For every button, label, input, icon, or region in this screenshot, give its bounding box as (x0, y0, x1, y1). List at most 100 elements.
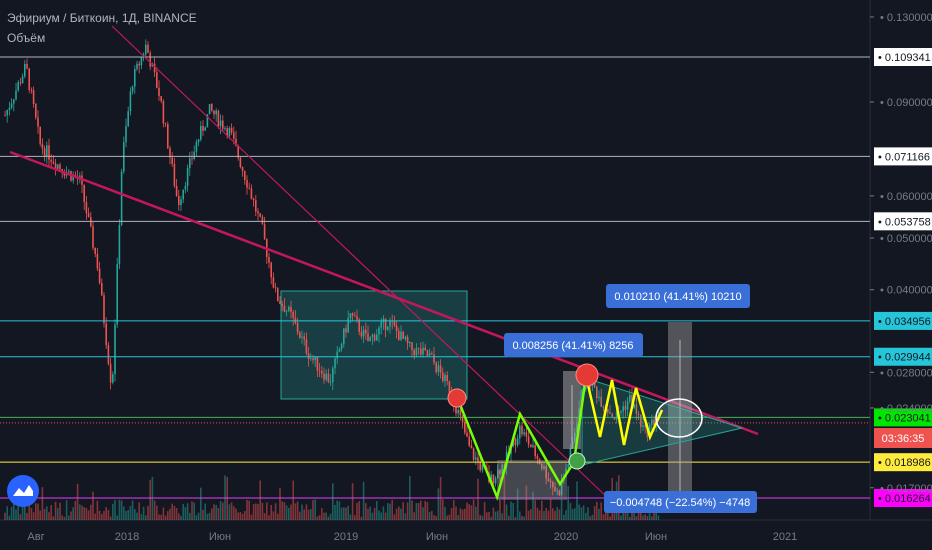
volume-bar (116, 515, 118, 520)
candle-body (389, 320, 391, 327)
logo-icon (13, 485, 33, 496)
candle-body (272, 277, 275, 288)
volume-bar (195, 515, 198, 520)
candle-body (248, 187, 250, 189)
candle-body (30, 89, 33, 91)
candle-body (598, 396, 600, 399)
volume-bar (569, 503, 572, 520)
volume-bar (329, 513, 332, 520)
volume-bar (61, 515, 63, 520)
candle-body (323, 373, 325, 380)
candle-body (118, 224, 121, 265)
volume-bar (57, 508, 59, 520)
volume-bar (516, 488, 519, 520)
candle-body (294, 317, 297, 324)
volume-bar (596, 501, 598, 520)
volume-bar (107, 509, 110, 520)
candle-body (532, 445, 534, 448)
time-axis[interactable]: Авг 2018 Июн 2019 Июн 2020 Июн 2021 (27, 531, 797, 543)
volume-bar (453, 500, 455, 520)
volume-bar (387, 503, 389, 520)
volume-label[interactable]: Объём (7, 31, 46, 45)
volume-bar (180, 515, 182, 520)
volume-bar (334, 504, 336, 520)
zigzag-yellow (584, 375, 664, 446)
volume-bar (345, 507, 347, 520)
candle-body (468, 436, 470, 446)
candle-body (318, 370, 321, 372)
candle-body (204, 127, 206, 131)
volume-bar (362, 481, 365, 520)
price-tick-label: • 0.130000 (880, 12, 932, 24)
volume-bar (105, 507, 107, 520)
volume-bar (197, 512, 200, 520)
volume-bar (312, 500, 314, 520)
candle-body (15, 90, 17, 100)
volume-bar (138, 502, 140, 520)
candle-body (98, 268, 101, 284)
volume-bar (479, 515, 481, 520)
tradingview-logo[interactable] (7, 475, 39, 507)
volume-bar (109, 516, 112, 520)
volume-bar (4, 512, 6, 520)
candle-body (200, 125, 202, 140)
volume-bar (571, 509, 574, 520)
candle-body (94, 247, 96, 254)
volume-bar (338, 501, 341, 520)
candle-body (237, 145, 239, 158)
volume-bar (402, 502, 404, 520)
candle-body (466, 432, 468, 437)
volume-bar (85, 507, 88, 520)
volume-bar (215, 505, 217, 520)
symbol-title[interactable]: Эфириум / Биткоин, 1Д, BINANCE (7, 11, 197, 25)
candle-body (24, 63, 26, 77)
candle-body (558, 490, 561, 496)
volume-bar (490, 516, 492, 520)
volume-bar (373, 507, 376, 520)
candle-body (156, 72, 158, 88)
candle-body (622, 406, 624, 412)
volume-bar (94, 513, 96, 520)
candle-body (373, 334, 376, 341)
level-label: • 0.034956 (878, 316, 931, 328)
candle-body (26, 63, 28, 69)
volume-bar (294, 503, 297, 520)
accumulation-rect (280, 290, 468, 400)
candle-body (325, 373, 327, 380)
volume-bar (147, 505, 149, 520)
volume-bar (336, 500, 338, 520)
candle-body (358, 319, 360, 332)
candle-body (257, 211, 259, 214)
candle-body (393, 321, 396, 326)
volume-bar (481, 515, 484, 520)
level-label: • 0.071166 (878, 151, 930, 163)
volume-bar (79, 504, 81, 520)
volume-bar (316, 516, 319, 520)
candle-body (50, 159, 52, 162)
candle-body (395, 325, 398, 332)
volume-bar (332, 483, 334, 520)
price-axis[interactable]: • 0.130000 • 0.090000 • 0.060000 • 0.050000… (870, 12, 932, 495)
volume-bar (512, 502, 514, 520)
candle-body (554, 487, 556, 492)
candle-body (252, 198, 255, 201)
volume-bar (310, 508, 312, 520)
candle-body (362, 329, 365, 337)
volume-bar (609, 516, 611, 520)
volume-bar (191, 501, 193, 520)
volume-bar (470, 505, 473, 520)
volume-bar (48, 512, 50, 520)
volume-bar (131, 500, 134, 520)
candle-body (305, 339, 308, 354)
volume-bar (255, 503, 257, 520)
volume-bar (600, 502, 602, 520)
candle-body (442, 372, 444, 382)
candle-body (54, 163, 57, 169)
candle-body (629, 395, 631, 402)
volume-bar (558, 509, 561, 520)
candle-body (384, 318, 387, 330)
candle-body (250, 188, 253, 199)
candle-body (129, 91, 132, 112)
candle-body (72, 174, 74, 181)
